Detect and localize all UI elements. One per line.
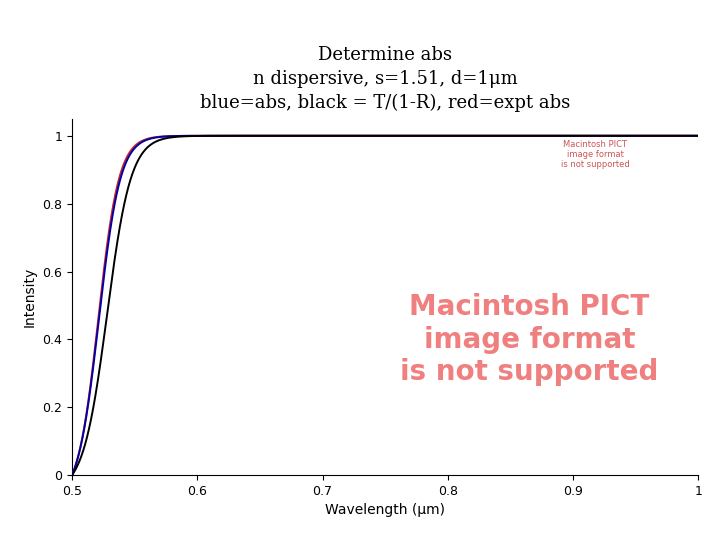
X-axis label: Wavelength (μm): Wavelength (μm) bbox=[325, 503, 445, 517]
Text: Macintosh PICT
image format
is not supported: Macintosh PICT image format is not suppo… bbox=[561, 139, 629, 170]
Text: Macintosh PICT
image format
is not supported: Macintosh PICT image format is not suppo… bbox=[400, 293, 659, 386]
Y-axis label: Intensity: Intensity bbox=[23, 267, 37, 327]
Title: Determine abs
n dispersive, s=1.51, d=1μm
blue=abs, black = T/(1-R), red=expt ab: Determine abs n dispersive, s=1.51, d=1μ… bbox=[200, 46, 570, 112]
